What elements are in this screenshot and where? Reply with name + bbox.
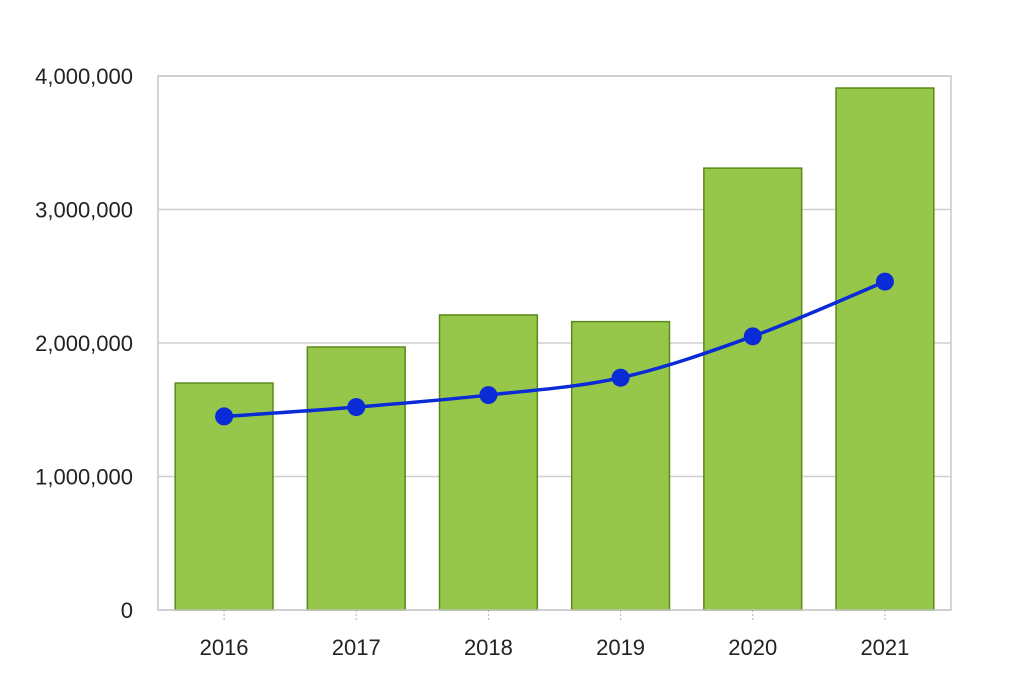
line-point-2018 [479, 386, 498, 405]
bar-2019 [570, 320, 671, 611]
x-tick-label: 2018 [464, 635, 513, 660]
line-point-2017 [347, 398, 366, 417]
bar-2018 [438, 314, 539, 611]
x-tick-label: 2017 [332, 635, 381, 660]
y-tick-label: 4,000,000 [35, 64, 133, 89]
y-tick-label: 1,000,000 [35, 465, 133, 490]
bar-2020 [703, 167, 803, 611]
line-series [215, 272, 894, 426]
x-tick-label: 2021 [860, 635, 909, 660]
line-point-2020 [743, 327, 762, 346]
x-tick-label: 2016 [200, 635, 249, 660]
line-point-2016 [215, 407, 234, 426]
line-point-2021 [875, 272, 894, 291]
bar-2021 [835, 87, 935, 611]
plot-area-border [157, 75, 952, 611]
y-axis-tick-labels: 0 1,000,000 2,000,000 3,000,000 4,000,000 [35, 64, 133, 623]
x-tick-label: 2019 [596, 635, 645, 660]
trend-line [223, 279, 886, 419]
y-tick-label: 2,000,000 [35, 331, 133, 356]
y-tick-label: 0 [121, 598, 133, 623]
bar-series [174, 87, 935, 611]
bar-2017 [306, 346, 406, 611]
x-tick-label: 2020 [728, 635, 777, 660]
y-tick-label: 3,000,000 [35, 198, 133, 223]
line-point-2019 [611, 368, 630, 387]
gridlines [158, 75, 951, 611]
x-axis-tick-labels: 2016 2017 2018 2019 2020 2021 [200, 610, 909, 660]
